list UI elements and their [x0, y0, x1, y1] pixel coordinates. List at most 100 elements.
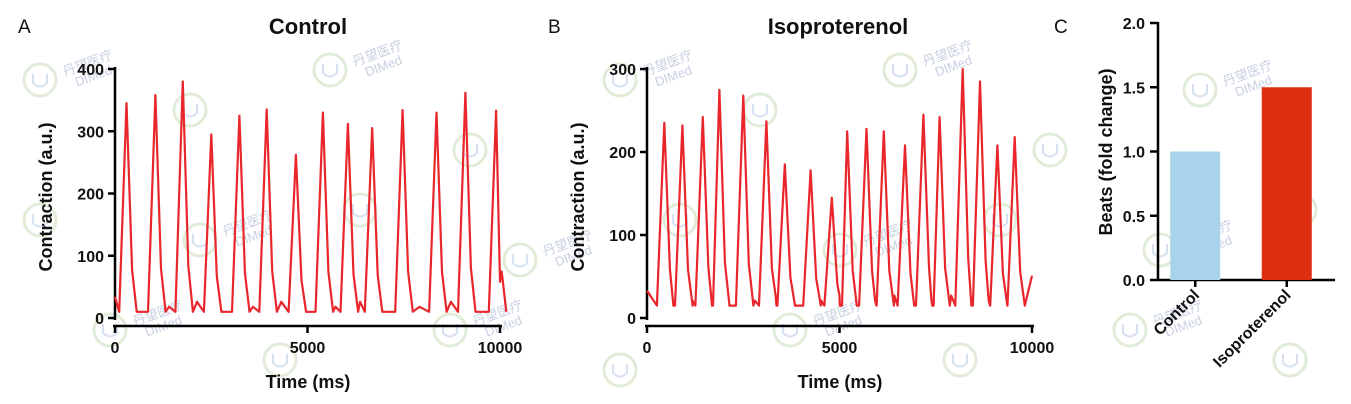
shield-inner-icon: [192, 234, 208, 248]
panel-a-xlabel: Time (ms): [266, 372, 351, 392]
panel-c-plot: [1170, 87, 1312, 280]
shield-logo-icon: [432, 312, 468, 348]
panel-b: B Isoproterenol Contraction (a.u.) Time …: [548, 14, 1054, 392]
panel-b-xlabel: Time (ms): [798, 372, 883, 392]
trace-peak-point: [996, 144, 999, 147]
shield-logo-icon: [742, 92, 778, 128]
trace-peak-point: [961, 68, 964, 70]
y-tick-label: 400: [77, 62, 104, 79]
y-tick-label: 0.0: [1123, 273, 1145, 290]
trace-peak-point: [742, 94, 745, 97]
trace-peak-point: [865, 127, 868, 130]
trace-peak-point: [347, 122, 349, 125]
panel-b-axes: 0 100 200 300 0 5000 10000: [609, 62, 1054, 357]
y-tick-label: 1.0: [1123, 145, 1145, 162]
shield-logo-icon: [172, 92, 208, 128]
trace-peak-point: [938, 116, 941, 118]
trace-peak-point: [718, 88, 721, 91]
trace-peak-point: [681, 124, 684, 127]
panel-c-ylabel: Beats (fold change): [1096, 68, 1116, 235]
trace-peak-point: [371, 127, 373, 129]
trace-peak-point: [784, 163, 786, 166]
shield-logo-icon: [1112, 312, 1148, 348]
y-tick-label: 2.0: [1123, 16, 1145, 33]
shield-logo-icon: [262, 342, 298, 378]
trace-peak-point: [238, 114, 241, 117]
bar-isoproterenol: [1261, 87, 1312, 280]
shield-inner-icon: [102, 324, 118, 338]
shield-logo-icon: [1182, 72, 1218, 108]
trace-peak-point: [765, 120, 768, 123]
shield-logo-icon: [882, 52, 918, 88]
trace-peak-point: [1013, 136, 1016, 138]
trace-peak-point: [125, 102, 128, 105]
panel-c-letter: C: [1054, 17, 1068, 38]
shield-inner-icon: [462, 144, 478, 158]
shield-logo-icon: [502, 242, 538, 278]
x-tick-label: 0: [111, 340, 120, 357]
shield-inner-icon: [352, 204, 368, 218]
panel-a: A Control Contraction (a.u.) Time (ms) 0…: [18, 14, 522, 392]
shield-logo-icon: [942, 342, 978, 378]
panel-c: C Beats (fold change) 0.00.51.01.52.0Con…: [1054, 16, 1335, 371]
panel-a-letter: A: [18, 17, 31, 38]
shield-inner-icon: [952, 354, 968, 368]
y-tick-label: 300: [609, 62, 636, 79]
shield-inner-icon: [612, 74, 628, 88]
shield-logo-icon: [602, 352, 638, 388]
trace-peak-point: [210, 133, 213, 136]
trace-peak-point: [495, 109, 497, 112]
trace-peak-point: [882, 130, 885, 133]
shield-logo-icon: [22, 62, 58, 98]
shield-inner-icon: [1122, 324, 1138, 338]
shield-logo-icon: [602, 62, 638, 98]
shield-inner-icon: [272, 354, 288, 368]
y-tick-label: 0.5: [1123, 209, 1145, 226]
shield-logo-icon: [312, 52, 348, 88]
shield-logo-icon: [92, 312, 128, 348]
trace-peak-point: [265, 108, 268, 111]
y-tick-label: 200: [609, 145, 636, 162]
x-tick-label: 10000: [1010, 340, 1055, 357]
panel-a-title: Control: [269, 14, 347, 39]
x-tick-label: 10000: [478, 340, 523, 357]
y-tick-label: 300: [77, 124, 104, 141]
y-tick-label: 0: [627, 311, 636, 328]
shield-inner-icon: [442, 324, 458, 338]
shield-inner-icon: [1282, 354, 1298, 368]
x-category-label: Isoproterenol: [1210, 287, 1294, 371]
shield-logo-icon: [1272, 342, 1308, 378]
shield-logo-icon: [1032, 132, 1068, 168]
shield-inner-icon: [1152, 244, 1168, 258]
shield-inner-icon: [782, 324, 798, 338]
shield-inner-icon: [182, 104, 198, 118]
y-tick-label: 100: [609, 228, 636, 245]
panel-b-title: Isoproterenol: [768, 14, 909, 39]
shield-logo-icon: [772, 312, 808, 348]
shield-inner-icon: [612, 364, 628, 378]
y-tick-label: 1.5: [1123, 80, 1145, 97]
panel-a-plot: [113, 80, 508, 313]
panel-a-ylabel: Contraction (a.u.): [36, 123, 56, 272]
shield-inner-icon: [832, 244, 848, 258]
trace-peak-point: [435, 111, 438, 114]
panel-a-axes: 0 100 200 300 400 0 5000 10000: [77, 62, 522, 357]
shield-inner-icon: [322, 64, 338, 78]
trace-peak-point: [401, 109, 404, 111]
shield-inner-icon: [892, 64, 908, 78]
b-contraction-trace: [646, 67, 1034, 307]
panel-b-ylabel: Contraction (a.u.): [568, 123, 588, 272]
trace-peak-point: [904, 144, 906, 147]
shield-inner-icon: [512, 254, 528, 268]
trace-peak-point: [979, 80, 981, 83]
shield-logo-icon: [822, 232, 858, 268]
y-tick-label: 100: [77, 249, 104, 266]
x-tick-label: 5000: [822, 340, 858, 357]
shield-logo-icon: [22, 202, 58, 238]
trace-peak-point: [846, 130, 848, 133]
shield-inner-icon: [1192, 84, 1208, 98]
x-tick-label: 0: [643, 340, 652, 357]
panel-b-plot: [646, 67, 1034, 307]
shield-logo-icon: [452, 132, 488, 168]
